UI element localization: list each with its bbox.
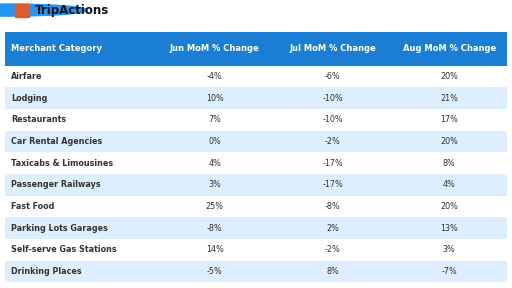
- FancyBboxPatch shape: [156, 87, 273, 109]
- FancyBboxPatch shape: [392, 65, 507, 87]
- Text: 20%: 20%: [440, 72, 458, 81]
- Text: Taxicabs & Limousines: Taxicabs & Limousines: [11, 158, 113, 168]
- Text: Restaurants: Restaurants: [11, 115, 66, 124]
- Text: -10%: -10%: [322, 115, 343, 124]
- FancyBboxPatch shape: [273, 109, 392, 130]
- FancyBboxPatch shape: [392, 174, 507, 196]
- FancyBboxPatch shape: [156, 65, 273, 87]
- Text: Jun MoM % Change: Jun MoM % Change: [170, 44, 260, 53]
- FancyBboxPatch shape: [5, 130, 156, 152]
- Text: 2%: 2%: [326, 223, 339, 232]
- Text: Parking Lots Garages: Parking Lots Garages: [11, 223, 108, 232]
- Text: 8%: 8%: [326, 267, 339, 276]
- FancyBboxPatch shape: [5, 87, 156, 109]
- FancyBboxPatch shape: [392, 217, 507, 239]
- FancyBboxPatch shape: [273, 152, 392, 174]
- Text: 4%: 4%: [208, 158, 221, 168]
- FancyBboxPatch shape: [273, 261, 392, 282]
- Text: Aug MoM % Change: Aug MoM % Change: [402, 44, 496, 53]
- FancyBboxPatch shape: [156, 196, 273, 217]
- Text: -6%: -6%: [325, 72, 340, 81]
- Text: Jul MoM % Change: Jul MoM % Change: [289, 44, 376, 53]
- Text: Merchant Category: Merchant Category: [11, 44, 102, 53]
- FancyBboxPatch shape: [5, 239, 156, 261]
- Text: Airfare: Airfare: [11, 72, 42, 81]
- Text: Passenger Railways: Passenger Railways: [11, 180, 101, 189]
- FancyBboxPatch shape: [273, 217, 392, 239]
- FancyBboxPatch shape: [392, 32, 507, 65]
- FancyBboxPatch shape: [392, 239, 507, 261]
- FancyBboxPatch shape: [156, 109, 273, 130]
- Text: -10%: -10%: [322, 94, 343, 103]
- Text: Car Rental Agencies: Car Rental Agencies: [11, 137, 102, 146]
- Text: -8%: -8%: [207, 223, 222, 232]
- FancyBboxPatch shape: [392, 109, 507, 130]
- FancyBboxPatch shape: [273, 87, 392, 109]
- Text: Self-serve Gas Stations: Self-serve Gas Stations: [11, 245, 117, 254]
- FancyBboxPatch shape: [273, 65, 392, 87]
- FancyBboxPatch shape: [5, 65, 156, 87]
- Text: -5%: -5%: [207, 267, 223, 276]
- Text: 14%: 14%: [206, 245, 223, 254]
- Text: 13%: 13%: [440, 223, 458, 232]
- FancyBboxPatch shape: [156, 152, 273, 174]
- FancyBboxPatch shape: [5, 217, 156, 239]
- FancyBboxPatch shape: [156, 217, 273, 239]
- Text: 25%: 25%: [206, 202, 224, 211]
- Text: 20%: 20%: [440, 137, 458, 146]
- FancyBboxPatch shape: [273, 174, 392, 196]
- FancyBboxPatch shape: [392, 130, 507, 152]
- Bar: [15, 4, 29, 16]
- FancyBboxPatch shape: [5, 109, 156, 130]
- Text: 0%: 0%: [208, 137, 221, 146]
- Text: -2%: -2%: [325, 137, 340, 146]
- Text: -17%: -17%: [322, 180, 343, 189]
- Text: TripActions: TripActions: [35, 3, 109, 17]
- FancyBboxPatch shape: [156, 174, 273, 196]
- Text: 21%: 21%: [440, 94, 458, 103]
- Text: 3%: 3%: [208, 180, 221, 189]
- Text: 4%: 4%: [443, 180, 456, 189]
- Text: -7%: -7%: [441, 267, 457, 276]
- FancyBboxPatch shape: [273, 196, 392, 217]
- FancyBboxPatch shape: [5, 152, 156, 174]
- Text: 17%: 17%: [440, 115, 458, 124]
- FancyBboxPatch shape: [392, 261, 507, 282]
- FancyBboxPatch shape: [392, 196, 507, 217]
- FancyBboxPatch shape: [156, 239, 273, 261]
- FancyBboxPatch shape: [5, 196, 156, 217]
- Text: 3%: 3%: [443, 245, 456, 254]
- FancyBboxPatch shape: [5, 32, 156, 65]
- FancyBboxPatch shape: [273, 32, 392, 65]
- FancyBboxPatch shape: [156, 32, 273, 65]
- Text: 20%: 20%: [440, 202, 458, 211]
- Text: 10%: 10%: [206, 94, 223, 103]
- FancyBboxPatch shape: [273, 130, 392, 152]
- FancyBboxPatch shape: [392, 87, 507, 109]
- FancyBboxPatch shape: [156, 261, 273, 282]
- Text: 7%: 7%: [208, 115, 221, 124]
- Text: Fast Food: Fast Food: [11, 202, 54, 211]
- FancyBboxPatch shape: [273, 239, 392, 261]
- Text: Drinking Places: Drinking Places: [11, 267, 82, 276]
- Text: -4%: -4%: [207, 72, 222, 81]
- FancyBboxPatch shape: [392, 152, 507, 174]
- Text: 8%: 8%: [443, 158, 456, 168]
- Circle shape: [0, 4, 87, 16]
- Text: -2%: -2%: [325, 245, 340, 254]
- Text: -8%: -8%: [325, 202, 340, 211]
- FancyBboxPatch shape: [156, 130, 273, 152]
- Text: -17%: -17%: [322, 158, 343, 168]
- FancyBboxPatch shape: [5, 261, 156, 282]
- Text: Lodging: Lodging: [11, 94, 48, 103]
- FancyBboxPatch shape: [5, 174, 156, 196]
